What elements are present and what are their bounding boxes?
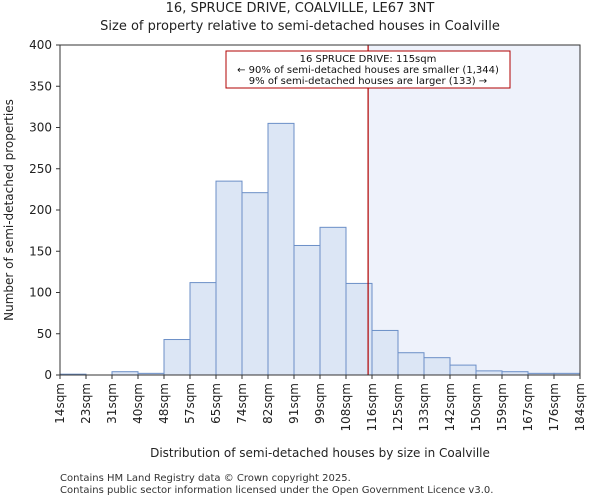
x-tick-label: 125sqm — [391, 383, 405, 431]
x-tick-label: 108sqm — [339, 383, 353, 431]
y-tick-label: 300 — [29, 121, 52, 135]
x-tick-label: 167sqm — [521, 383, 535, 431]
y-tick-label: 200 — [29, 203, 52, 217]
x-tick-label: 31sqm — [105, 383, 119, 424]
annotation-text: 9% of semi-detached houses are larger (1… — [249, 76, 487, 87]
x-tick-label: 14sqm — [53, 383, 67, 424]
bar — [449, 364, 477, 376]
x-tick-label: 142sqm — [443, 383, 457, 431]
annotation-text: 16 SPRUCE DRIVE: 115sqm — [300, 54, 437, 65]
x-axis-label: Distribution of semi-detached houses by … — [150, 446, 490, 460]
chart-subtitle: Size of property relative to semi-detach… — [100, 19, 500, 34]
y-tick-label: 250 — [29, 162, 52, 176]
y-tick-label: 350 — [29, 79, 52, 93]
x-tick-label: 23sqm — [79, 383, 93, 424]
footer-licence: Contains public sector information licen… — [60, 485, 494, 496]
annotation-text: ← 90% of semi-detached houses are smalle… — [237, 65, 499, 76]
x-tick-label: 74sqm — [235, 383, 249, 424]
bar — [319, 226, 347, 376]
x-tick-label: 99sqm — [313, 383, 327, 424]
bar — [293, 244, 321, 376]
x-tick-label: 48sqm — [157, 383, 171, 424]
y-tick-label: 100 — [29, 286, 52, 300]
bar — [189, 282, 217, 376]
bar — [423, 357, 451, 376]
footer-copyright: Contains HM Land Registry data © Crown c… — [60, 473, 351, 484]
chart-title: 16, SPRUCE DRIVE, COALVILLE, LE67 3NT — [165, 1, 435, 16]
bar — [371, 329, 399, 376]
bar — [475, 370, 503, 376]
x-tick-label: 159sqm — [495, 383, 509, 431]
bar — [163, 339, 191, 376]
y-axis-label: Number of semi-detached properties — [2, 99, 16, 321]
x-tick-label: 176sqm — [547, 383, 561, 431]
bar — [267, 122, 295, 376]
x-tick-label: 91sqm — [287, 383, 301, 424]
larger-region-shade — [368, 45, 580, 375]
x-tick-label: 40sqm — [131, 383, 145, 424]
x-tick-label: 82sqm — [261, 383, 275, 424]
y-tick-label: 50 — [37, 327, 52, 341]
x-tick-label: 133sqm — [417, 383, 431, 431]
annotation-box — [225, 50, 511, 89]
y-tick-label: 0 — [44, 368, 52, 382]
bar — [215, 180, 243, 376]
y-tick-label: 150 — [29, 244, 52, 258]
x-tick-label: 150sqm — [469, 383, 483, 431]
x-tick-label: 184sqm — [573, 383, 587, 431]
x-tick-label: 57sqm — [183, 383, 197, 424]
bar — [397, 352, 425, 376]
y-tick-label: 400 — [29, 38, 52, 52]
x-tick-label: 65sqm — [209, 383, 223, 424]
x-tick-label: 116sqm — [365, 383, 379, 431]
bar — [241, 192, 269, 376]
